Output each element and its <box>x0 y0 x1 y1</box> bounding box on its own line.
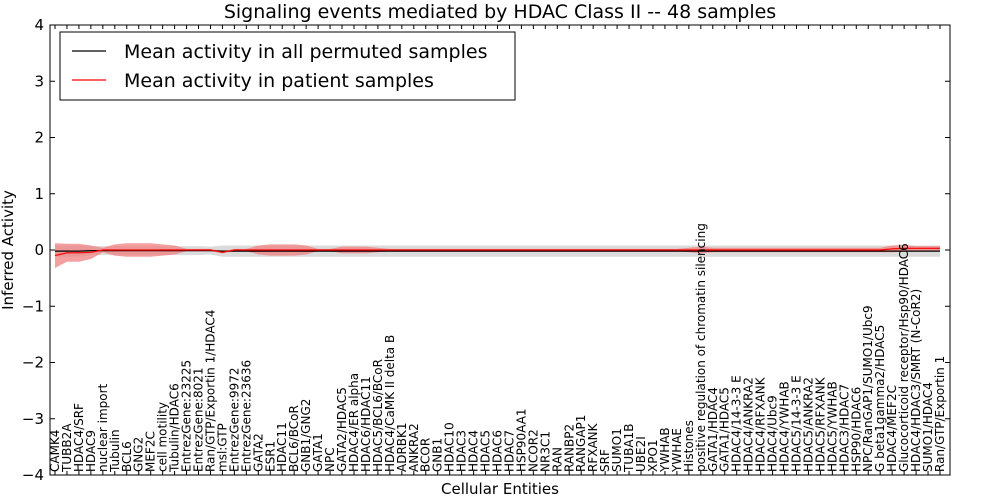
y-tick-label: 2 <box>34 129 44 147</box>
x-tick-label: YWHAB <box>658 427 672 473</box>
y-tick-label: 1 <box>34 185 44 203</box>
x-tick-label: RANGAP1 <box>574 415 588 472</box>
x-tick-label: ADRBK1 <box>395 422 409 472</box>
x-tick-label: HSP90/HDAC6 <box>849 387 863 472</box>
x-tick-label: HDAC4/CaMK II delta B <box>383 335 397 472</box>
x-tick-label: GATA1/HDAC4 <box>706 387 720 472</box>
x-tick-label: YWHAE <box>670 428 684 473</box>
x-tick-label: SUMO1/HDAC4 <box>921 382 935 472</box>
y-axis-label: Inferred Activity <box>0 190 17 310</box>
x-tick-label: ESR1 <box>263 441 277 472</box>
x-tick-label: CAMK4 <box>48 430 62 472</box>
x-tick-label: TUBA1B <box>622 424 636 473</box>
series-line-permuted <box>55 249 940 252</box>
legend-permuted-label: Mean activity in all permuted samples <box>124 41 487 63</box>
x-tick-label: HDAC4/RFXANK <box>754 376 768 472</box>
x-tick-label: HDAC4/14-3-3 E <box>730 375 744 472</box>
legend-box <box>59 31 516 101</box>
x-tick-label: NR3C1 <box>538 431 552 472</box>
legend-patient-label: Mean activity in patient samples <box>124 70 434 92</box>
x-tick-label: GNG2 <box>132 437 146 472</box>
x-tick-label: Ran/GTP/Exportin 1 <box>933 356 947 472</box>
x-tick-label: HDAC6 <box>491 430 505 472</box>
x-tick-label: MEF2C <box>144 431 158 472</box>
x-tick-label: HDAC6/HDAC11 <box>359 376 373 472</box>
x-tick-label: HDAC9 <box>84 430 98 472</box>
x-tick-label: HDAC4 <box>467 430 481 472</box>
x-tick-label: RAN <box>550 447 564 472</box>
x-tick-label: HDAC4/HDAC3/SMRT (N-CoR2) <box>909 289 923 472</box>
x-tick-label: GATA1/HDAC5 <box>718 387 732 472</box>
x-tick-label: HDAC5/ANKRA2 <box>801 377 815 472</box>
y-tick-label: 3 <box>34 72 44 90</box>
x-tick-label: HDAC4/SRF <box>72 403 86 472</box>
x-tick-label: HDAC5/BCL6/BCoR <box>371 359 385 472</box>
x-tick-label: NPC <box>323 447 337 472</box>
x-tick-label: Histones <box>682 420 696 472</box>
x-tick-label: EntrezGene:23636 <box>239 360 253 472</box>
x-tick-label: HDAC4/ER alpha <box>347 373 361 472</box>
x-tick-label: HDAC4/YWHAB <box>778 381 792 472</box>
x-tick-label: BCL6 <box>120 441 134 472</box>
y-tick-label: −3 <box>22 410 44 428</box>
x-tick-label: EntrezGene:8021 <box>192 368 206 473</box>
series-lines <box>54 247 940 257</box>
x-tick-label: EntrezGene:23225 <box>180 360 194 472</box>
x-tick-label: RANBP2 <box>562 424 576 472</box>
x-tick-label: GNB1 <box>431 438 445 472</box>
x-tick-label: RFXANK <box>586 422 600 472</box>
x-tick-label: NPC/RanGAP1/SUMO1/Ubc9 <box>861 305 875 472</box>
x-tick-label: HDAC3/HDAC7 <box>837 384 851 472</box>
x-tick-label: TUBB2A <box>60 423 74 473</box>
x-tick-label: GATA2/HDAC5 <box>335 387 349 472</box>
y-tick-label: 4 <box>34 16 44 34</box>
y-tick-label: −4 <box>22 466 44 484</box>
x-tick-label: BCOR <box>419 438 433 472</box>
x-tick-label: NCOR2 <box>526 429 540 472</box>
x-tick-label: HDAC7 <box>503 430 517 472</box>
x-tick-label: EntrezGene:9972 <box>227 368 241 473</box>
x-tick-label: HDAC5 <box>479 430 493 472</box>
x-tick-label: UBE2I <box>634 436 648 472</box>
legend: Mean activity in all permuted samples Me… <box>59 31 516 101</box>
x-tick-label: Glucocorticoid receptor/Hsp90/HDAC6 <box>897 243 911 472</box>
y-tick-label: −2 <box>22 354 44 372</box>
x-tick-label: HSP90AA1 <box>514 408 528 472</box>
x-tick-label: HDAC10 <box>443 422 457 472</box>
x-tick-label: GATA2 <box>251 433 265 472</box>
x-tick-label: HDAC4/MEF2C <box>885 385 899 472</box>
x-tick-label: GATA1 <box>311 433 325 472</box>
x-tick-label: ANKRA2 <box>407 423 421 472</box>
x-tick-label: cell motility <box>156 402 170 472</box>
series-line-patient <box>54 247 940 257</box>
x-axis-label: Cellular Entities <box>441 480 559 498</box>
x-tick-label: SRF <box>598 449 612 472</box>
x-tick-label: msl:GTP <box>215 423 229 472</box>
x-tick-label: Tubulin <box>108 429 122 473</box>
x-tick-label: HDAC4/Ubc9 <box>766 395 780 472</box>
confidence-bands <box>55 243 940 268</box>
x-tick-label: BCL6/BCoR <box>287 405 301 472</box>
x-tick-label: HDAC5/14-3-3 E <box>790 375 804 472</box>
y-axis: −4 −3 −2 −1 0 1 2 3 4 <box>22 16 950 484</box>
x-tick-label: XPO1 <box>646 439 660 472</box>
x-tick-label: HDAC5/YWHAB <box>825 381 839 472</box>
x-tick-label: positive regulation of chromatin silenci… <box>694 223 708 472</box>
x-tick-label: Ran/GTP/Exportin 1/HDAC4 <box>204 310 218 472</box>
x-tick-label: GNB1/GNG2 <box>299 399 313 472</box>
x-tick-label: SUMO1 <box>610 428 624 472</box>
y-tick-label: 0 <box>34 241 44 259</box>
x-tick-label: nuclear import <box>96 383 110 472</box>
x-tick-label: HDAC4/ANKRA2 <box>742 377 756 472</box>
y-tick-label: −1 <box>22 297 44 315</box>
x-tick-label: HDAC3 <box>455 430 469 472</box>
x-tick-label: HDAC11 <box>275 422 289 472</box>
x-tick-label: HDAC5/RFXANK <box>813 376 827 472</box>
x-tick-label: G beta1gamma2/HDAC5 <box>873 325 887 472</box>
x-tick-label: Tubulin/HDAC6 <box>168 383 182 473</box>
chart-title: Signaling events mediated by HDAC Class … <box>224 1 776 23</box>
